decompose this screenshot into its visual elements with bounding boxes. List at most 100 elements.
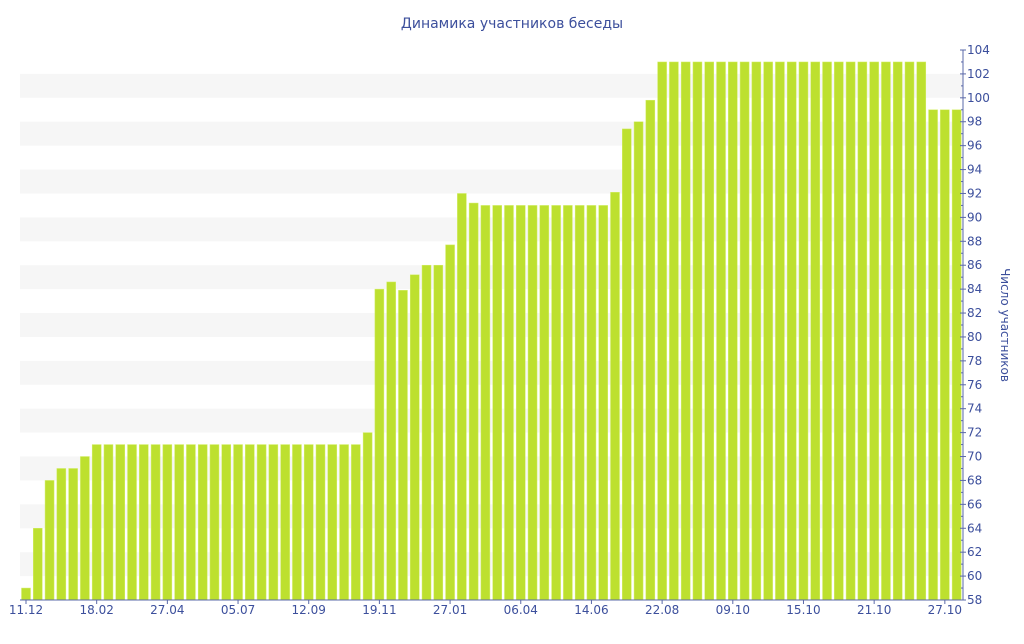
grid-band <box>20 73 963 98</box>
bar <box>869 61 879 601</box>
y-tick-label: 90 <box>967 210 982 224</box>
grid-band <box>20 408 963 433</box>
bar <box>174 444 184 601</box>
bar <box>598 205 608 601</box>
bar <box>728 61 738 601</box>
bar <box>786 61 797 601</box>
x-tick-label: 19.11 <box>362 603 396 617</box>
x-tick-label: 27.01 <box>433 603 467 617</box>
bar <box>445 244 455 601</box>
bar <box>127 444 137 601</box>
y-tick-label: 94 <box>967 163 982 177</box>
y-tick-label: 88 <box>967 234 982 248</box>
grid-band <box>20 504 963 529</box>
x-tick-label: 22.08 <box>645 603 679 617</box>
bar <box>504 205 514 601</box>
bar <box>622 128 632 601</box>
bar <box>103 444 114 601</box>
bar <box>916 61 927 601</box>
bar <box>315 444 326 601</box>
y-tick-label: 74 <box>967 402 982 416</box>
grid-band <box>20 313 963 337</box>
bar <box>904 61 915 601</box>
bar <box>775 61 785 601</box>
grid-band <box>20 217 963 242</box>
bar <box>574 205 585 601</box>
x-tick-label: 12.09 <box>292 603 326 617</box>
y-tick-label: 62 <box>967 545 982 559</box>
bar <box>669 61 679 601</box>
x-tick-label: 05.07 <box>221 603 255 617</box>
y-tick-label: 92 <box>967 186 982 200</box>
bar <box>610 192 620 601</box>
y-tick-label: 86 <box>967 258 982 272</box>
grid-band <box>20 121 963 146</box>
y-ticks: 58 60 62 64 66 68 70 72 74 76 78 80 82 84 86 88 90 92 94 96… <box>960 43 990 607</box>
bar <box>303 444 314 601</box>
bar <box>56 468 67 601</box>
y-tick-label: 72 <box>967 426 982 440</box>
y-tick-label: 60 <box>967 569 982 583</box>
y-tick-label: 84 <box>967 282 982 296</box>
y-tick-label: 58 <box>967 593 982 607</box>
y-tick-label: 70 <box>967 450 982 464</box>
y-tick-label: 104 <box>967 43 990 57</box>
bar <box>928 109 938 601</box>
bar <box>186 444 196 601</box>
bar <box>409 274 420 601</box>
bar <box>739 61 750 601</box>
bar <box>551 205 561 601</box>
y-axis-label: Число участников <box>998 268 1012 382</box>
x-tick-label: 18.02 <box>80 603 114 617</box>
bar <box>80 456 90 601</box>
bars <box>21 61 962 601</box>
bar <box>527 205 538 601</box>
bar <box>951 109 962 601</box>
bar <box>68 468 78 601</box>
grid-band <box>20 552 963 577</box>
bar <box>834 61 844 601</box>
bar <box>563 205 573 601</box>
bar <box>857 61 868 601</box>
y-tick-label: 100 <box>967 91 990 105</box>
bar <box>44 480 55 601</box>
bar <box>633 121 644 601</box>
bar <box>810 61 821 601</box>
bar <box>33 528 43 601</box>
grid-band <box>20 456 963 481</box>
bar <box>197 444 208 601</box>
bar <box>704 61 714 601</box>
bar <box>751 61 762 601</box>
bar <box>645 99 656 601</box>
x-tick-label: 27.04 <box>150 603 184 617</box>
x-tick-label: 11.12 <box>9 603 43 617</box>
bar <box>374 288 385 601</box>
bar <box>680 61 691 601</box>
y-tick-label: 66 <box>967 497 982 511</box>
y-tick-label: 102 <box>967 67 990 81</box>
bar <box>339 444 349 601</box>
y-tick-label: 78 <box>967 354 982 368</box>
y-tick-label: 80 <box>967 330 982 344</box>
x-tick-label: 27.10 <box>928 603 962 617</box>
bar <box>398 290 408 601</box>
y-tick-label: 96 <box>967 139 982 153</box>
x-tick-label: 09.10 <box>716 603 750 617</box>
bar <box>327 444 338 601</box>
bar <box>692 61 703 601</box>
bar <box>362 432 373 601</box>
y-tick-label: 98 <box>967 115 982 129</box>
bar <box>162 444 173 601</box>
bar <box>516 205 526 601</box>
grid-band <box>20 169 963 194</box>
bar <box>798 61 809 601</box>
bar <box>892 61 903 601</box>
y-tick-label: 68 <box>967 473 982 487</box>
grid-band <box>20 360 963 385</box>
grid-band <box>20 265 963 290</box>
bar <box>586 205 597 601</box>
bar <box>351 444 361 601</box>
bar <box>386 281 396 601</box>
bar <box>468 202 479 601</box>
x-ticks: 11.12 18.02 27.04 05.07 12.09 19.11 27.01 06.04… <box>9 600 962 617</box>
